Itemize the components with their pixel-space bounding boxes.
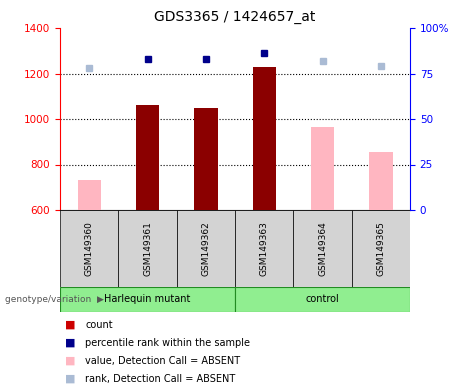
Bar — [77, 180, 101, 210]
Text: control: control — [306, 295, 339, 305]
Text: value, Detection Call = ABSENT: value, Detection Call = ABSENT — [85, 356, 241, 366]
Text: GSM149360: GSM149360 — [85, 221, 94, 276]
Bar — [235, 287, 410, 312]
Text: rank, Detection Call = ABSENT: rank, Detection Call = ABSENT — [85, 374, 236, 384]
Text: ■: ■ — [65, 320, 75, 330]
Text: percentile rank within the sample: percentile rank within the sample — [85, 338, 250, 348]
Text: genotype/variation  ▶: genotype/variation ▶ — [5, 295, 103, 304]
Bar — [235, 210, 293, 287]
Text: count: count — [85, 320, 113, 330]
Text: ■: ■ — [65, 356, 75, 366]
Bar — [311, 127, 334, 210]
Title: GDS3365 / 1424657_at: GDS3365 / 1424657_at — [154, 10, 316, 24]
Bar — [352, 210, 410, 287]
Text: Harlequin mutant: Harlequin mutant — [104, 295, 191, 305]
Text: GSM149361: GSM149361 — [143, 221, 152, 276]
Text: GSM149365: GSM149365 — [376, 221, 385, 276]
Bar — [293, 210, 352, 287]
Text: ■: ■ — [65, 338, 75, 348]
Bar — [118, 210, 177, 287]
Bar — [194, 108, 218, 210]
Text: ■: ■ — [65, 374, 75, 384]
Bar — [136, 105, 159, 210]
Bar — [369, 152, 392, 210]
Text: GSM149364: GSM149364 — [318, 221, 327, 276]
Bar — [177, 210, 235, 287]
Bar — [253, 67, 276, 210]
Bar — [60, 210, 118, 287]
Text: GSM149362: GSM149362 — [201, 221, 210, 276]
Text: GSM149363: GSM149363 — [260, 221, 269, 276]
Bar — [60, 287, 235, 312]
